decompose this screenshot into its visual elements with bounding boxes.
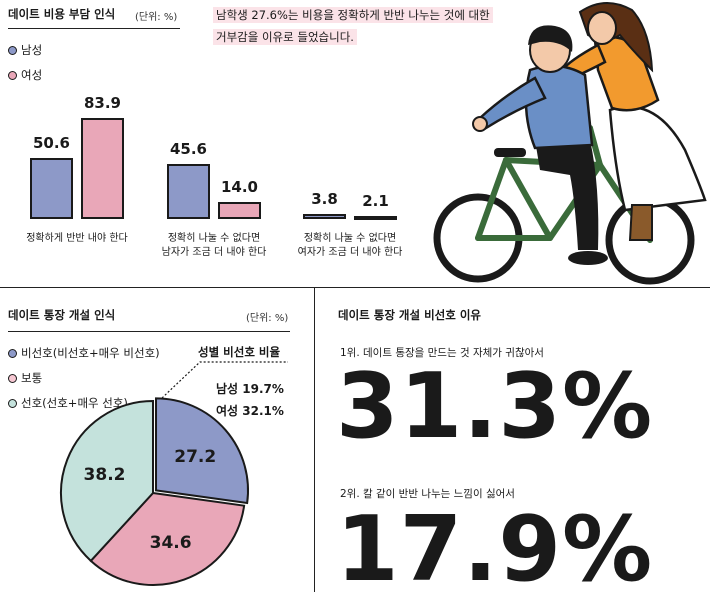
bike-seat	[494, 148, 526, 157]
legend-prefer-swatch	[8, 398, 17, 408]
bottom-vertical-divider	[314, 287, 315, 592]
legend-prefer-label: 선호(선호+매우 선호)	[21, 396, 128, 410]
man-hand	[472, 116, 488, 132]
category-label-2: 정확히 나눌 수 없다면 남자가 조금 더 내야 한다	[161, 233, 267, 258]
reasons-title: 데이트 통장 개설 비선호 이유	[338, 308, 481, 322]
legend-prefer: 선호(선호+매우 선호)	[8, 395, 128, 411]
bar-value-male-1: 50.6	[32, 134, 70, 153]
pie-slice-dislike	[155, 397, 249, 505]
woman-face	[587, 11, 617, 45]
bar-value-male-2: 45.6	[169, 140, 207, 159]
rank2-label: 2위. 칼 같이 반반 나누는 느낌이 싫어서	[340, 488, 515, 500]
bar-value-female-3: 2.1	[362, 192, 389, 210]
account-pie-chart: 27.2 34.6 38.2	[60, 397, 249, 586]
cost-chart-title: 데이트 비용 부담 인식	[8, 7, 116, 21]
legend-neutral-label: 보통	[21, 371, 43, 385]
woman-boot	[628, 204, 653, 241]
bar-female-2	[218, 202, 261, 219]
rank1-label: 1위. 데이트 통장을 만드는 것 자체가 귀찮아서	[340, 347, 544, 359]
legend-dislike-swatch	[8, 348, 17, 358]
female-dislike-rate: 여성 32.1%	[216, 404, 284, 418]
bar-female-3	[354, 216, 397, 220]
cost-chart-divider	[8, 28, 180, 29]
man-shoe	[568, 251, 608, 265]
pie-slice-prefer	[60, 399, 154, 563]
legend-neutral: 보통	[8, 370, 42, 386]
bar-value-male-3: 3.8	[311, 190, 338, 209]
legend-male-label: 남성	[21, 43, 43, 57]
rank2-value: 17.9%	[336, 497, 654, 602]
highlight-note: 남학생 27.6%는 비용을 정확하게 반반 나누는 것에 대한 거부감을 이유…	[213, 4, 523, 48]
woman-skirt	[608, 105, 707, 212]
account-chart-divider	[8, 331, 290, 332]
bar-male-2	[167, 164, 210, 219]
account-chart-unit: (단위: %)	[246, 313, 289, 324]
bar-male-3	[303, 214, 346, 219]
man-legs	[535, 140, 599, 250]
pie-slice-dislike-value: 27.2	[174, 447, 216, 467]
legend-female-swatch	[8, 70, 17, 80]
pie-slice-neutral	[89, 491, 246, 586]
bar-value-female-2: 14.0	[220, 178, 258, 197]
category-label-1: 정확하게 반반 내야 한다	[26, 233, 128, 244]
legend-female: 여성	[8, 67, 42, 83]
legend-dislike-label: 비선호(비선호+매우 비선호)	[21, 346, 160, 360]
gender-dislike-title: 성별 비선호 비율	[198, 345, 281, 359]
legend-female-label: 여성	[21, 68, 43, 82]
callout-line	[161, 361, 288, 399]
note-line-2: 거부감을 이유로 들었습니다.	[213, 29, 357, 45]
note-line-1: 남학생 27.6%는 비용을 정확하게 반반 나누는 것에 대한	[213, 7, 493, 23]
couple-bicycle-illustration	[433, 2, 707, 285]
bar-male-1	[30, 158, 73, 219]
cost-chart-unit: (단위: %)	[135, 12, 178, 23]
pie-slice-neutral-value: 34.6	[150, 533, 192, 553]
pie-slice-prefer-value: 38.2	[84, 465, 126, 485]
account-chart-title: 데이트 통장 개설 인식	[8, 308, 116, 322]
legend-male: 남성	[8, 42, 42, 58]
rank1-value: 31.3%	[336, 354, 654, 459]
male-dislike-rate: 남성 19.7%	[216, 382, 284, 396]
legend-neutral-swatch	[8, 373, 17, 383]
legend-dislike: 비선호(비선호+매우 비선호)	[8, 345, 160, 361]
top-section-bottom-border	[0, 287, 710, 288]
bar-value-female-1: 83.9	[83, 94, 121, 113]
bar-female-1	[81, 118, 124, 219]
cost-bar-chart: 50.6 83.9 정확하게 반반 내야 한다 45.6 14.0 정확히 나눌 수 없다…	[0, 0, 430, 280]
legend-male-swatch	[8, 45, 17, 55]
man-hair	[528, 25, 573, 52]
category-label-3: 정확히 나눌 수 없다면 여자가 조금 더 내야 한다	[297, 233, 403, 258]
